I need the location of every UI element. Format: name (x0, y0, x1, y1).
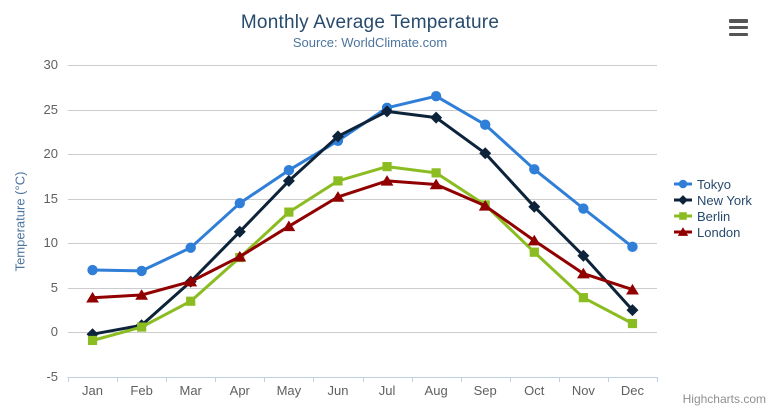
marker-london[interactable] (478, 200, 492, 211)
hamburger-icon (729, 25, 748, 30)
marker-london[interactable] (380, 175, 394, 186)
x-axis-label: Jan (82, 383, 104, 398)
export-menu-button[interactable] (729, 19, 748, 36)
marker-tokyo[interactable] (136, 265, 147, 277)
marker-london[interactable] (527, 234, 541, 246)
diamond-series-marker-icon (674, 195, 692, 205)
marker-london[interactable] (184, 275, 198, 287)
chart-title: Monthly Average Temperature (240, 12, 500, 33)
marker-tokyo[interactable] (87, 264, 98, 276)
credits-link[interactable]: Highcharts.com (682, 392, 766, 406)
marker-london[interactable] (135, 289, 149, 300)
series-line-london[interactable] (91, 179, 634, 300)
hamburger-icon (729, 19, 748, 23)
marker-new-york[interactable] (626, 304, 639, 317)
marker-new-york[interactable] (430, 111, 443, 124)
marker-new-york[interactable] (577, 249, 590, 262)
marker-new-york[interactable] (331, 130, 344, 143)
circle-series-marker-icon (674, 179, 692, 189)
x-axis-label: Apr (229, 383, 250, 398)
marker-new-york[interactable] (233, 225, 246, 238)
series-line-berlin[interactable] (91, 165, 634, 342)
marker-berlin[interactable] (431, 168, 441, 178)
marker-berlin[interactable] (137, 322, 147, 332)
series-line-new-york[interactable] (91, 109, 634, 336)
legend-marker-london[interactable] (677, 227, 689, 236)
marker-tokyo[interactable] (234, 197, 245, 209)
marker-tokyo[interactable] (185, 242, 196, 253)
y-axis-label: -5 (46, 369, 58, 384)
legend-label: Tokyo (697, 176, 731, 192)
marker-new-york[interactable] (381, 105, 394, 118)
marker-london[interactable] (86, 291, 99, 303)
marker-london[interactable] (626, 283, 639, 295)
marker-tokyo[interactable] (529, 164, 540, 175)
marker-tokyo[interactable] (430, 91, 442, 102)
hamburger-icon (729, 32, 748, 36)
marker-berlin[interactable] (333, 176, 343, 186)
x-axis-label: Mar (179, 383, 202, 398)
x-axis-label: Feb (130, 383, 153, 398)
y-axis-label: 25 (43, 101, 58, 117)
marker-berlin[interactable] (529, 247, 539, 257)
square-series-marker-icon (674, 212, 692, 220)
legend-label: New York (697, 192, 752, 208)
marker-london[interactable] (233, 250, 247, 262)
marker-berlin[interactable] (627, 318, 638, 329)
marker-new-york[interactable] (528, 200, 541, 213)
x-axis-label: Jun (327, 383, 349, 398)
chart-subtitle: Source: WorldClimate.com (292, 35, 448, 50)
marker-london[interactable] (282, 220, 296, 232)
x-axis-label: Nov (571, 383, 595, 398)
marker-berlin[interactable] (382, 162, 392, 172)
legend-marker-tokyo[interactable] (678, 179, 688, 189)
y-axis-label: 5 (50, 279, 58, 295)
legend-marker-berlin[interactable] (679, 212, 687, 220)
marker-berlin[interactable] (87, 335, 98, 346)
marker-tokyo[interactable] (578, 203, 589, 214)
marker-berlin[interactable] (284, 207, 294, 217)
triangle-series-marker-icon (674, 227, 692, 236)
legend-item-new-york[interactable]: New York (674, 192, 752, 208)
legend-label: Berlin (697, 208, 731, 224)
y-axis-label: 30 (43, 57, 58, 72)
marker-tokyo[interactable] (627, 241, 638, 253)
x-axis-label: Dec (620, 383, 645, 398)
legend: Tokyo New York Berlin London (674, 176, 752, 240)
x-axis-label: Sep (473, 383, 497, 398)
y-axis-label: 20 (43, 146, 58, 162)
x-axis-label: Jul (378, 383, 396, 398)
y-axis-label: 10 (43, 235, 58, 251)
marker-tokyo[interactable] (480, 119, 491, 130)
legend-label: London (697, 224, 741, 240)
marker-new-york[interactable] (282, 174, 295, 187)
marker-berlin[interactable] (578, 293, 588, 303)
y-axis-label: 15 (43, 190, 58, 206)
marker-berlin[interactable] (186, 296, 196, 306)
legend-item-tokyo[interactable]: Tokyo (674, 176, 752, 192)
marker-new-york[interactable] (479, 147, 492, 160)
x-axis-label: Oct (524, 383, 545, 398)
legend-item-berlin[interactable]: Berlin (674, 208, 752, 224)
x-axis-label: Aug (424, 383, 448, 398)
marker-london[interactable] (331, 191, 345, 202)
y-axis-label: 0 (50, 324, 58, 340)
x-axis-label: May (276, 383, 302, 398)
marker-london[interactable] (429, 178, 443, 190)
legend-marker-new-york[interactable] (678, 195, 688, 205)
marker-tokyo[interactable] (283, 164, 295, 176)
legend-item-london[interactable]: London (674, 224, 752, 240)
marker-london[interactable] (576, 267, 590, 279)
